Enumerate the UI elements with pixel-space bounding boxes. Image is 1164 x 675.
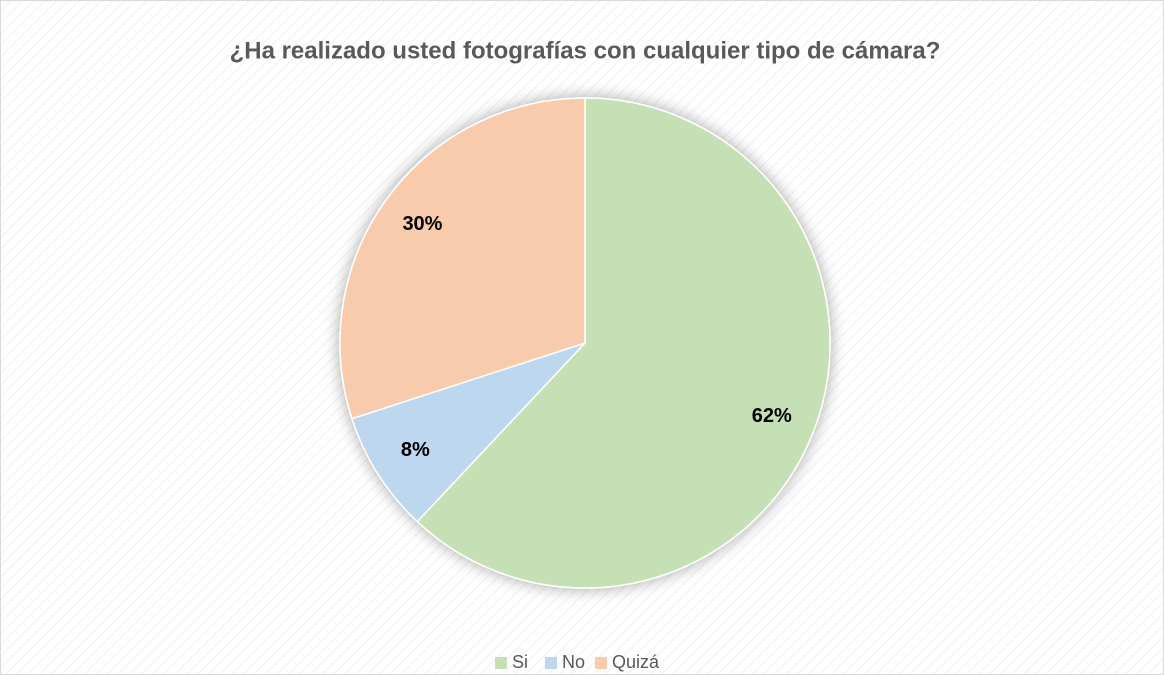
data-labels: 62% 8% 30% — [401, 213, 792, 461]
data-label: 30% — [402, 213, 442, 235]
legend-swatch — [595, 657, 607, 669]
pie-slice — [339, 97, 586, 420]
data-label: 8% — [401, 439, 430, 461]
data-label: 62% — [752, 405, 792, 427]
legend-label: Si — [512, 652, 528, 672]
legend-label: No — [562, 652, 585, 672]
pie — [339, 97, 831, 589]
legend-swatch — [495, 657, 507, 669]
pie-slice — [416, 97, 831, 589]
legend: Si No Quizá — [495, 652, 660, 672]
pie-slice — [351, 342, 586, 523]
legend-swatch — [545, 657, 557, 669]
chart-title: ¿Ha realizado usted fotografías con cual… — [230, 37, 941, 64]
legend-label: Quizá — [612, 652, 660, 672]
